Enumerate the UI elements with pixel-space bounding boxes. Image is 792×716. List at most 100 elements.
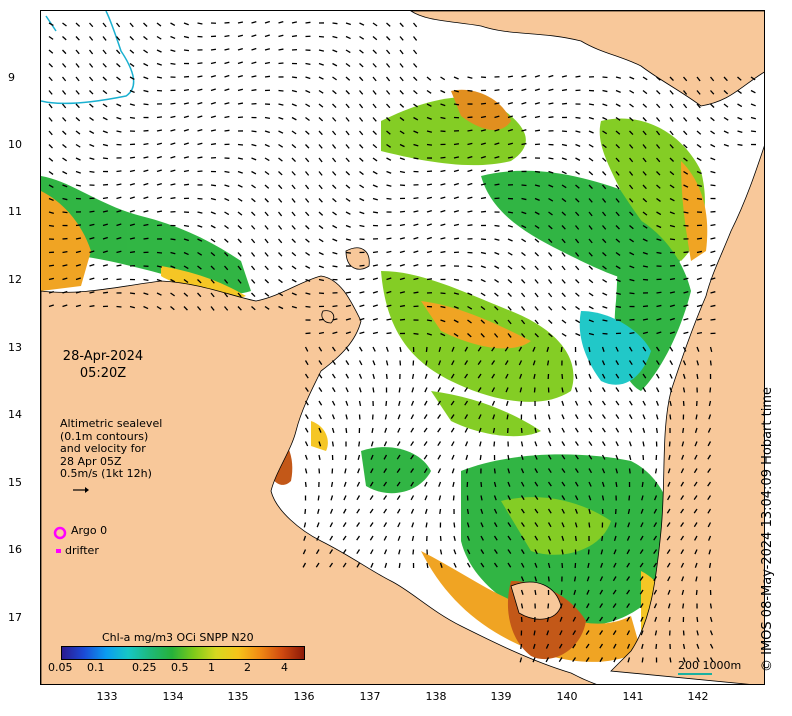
velocity-arrow (399, 223, 406, 227)
velocity-arrow (693, 481, 698, 487)
velocity-arrow (383, 454, 388, 460)
velocity-arrow (574, 225, 580, 230)
y-tick-15: 15 (8, 476, 22, 489)
velocity-arrow (89, 157, 95, 161)
velocity-arrow (329, 508, 334, 514)
velocity-arrow (628, 441, 632, 447)
velocity-arrow (102, 130, 108, 134)
velocity-arrow (237, 88, 244, 92)
velocity-arrow (291, 116, 297, 121)
velocity-arrow (453, 319, 459, 323)
velocity-arrow (505, 387, 509, 393)
velocity-arrow (156, 265, 163, 268)
velocity-arrow (358, 387, 362, 393)
velocity-arrow (396, 441, 401, 447)
velocity-arrow (534, 562, 538, 568)
velocity-arrow (359, 197, 365, 202)
velocity-arrow (628, 414, 633, 420)
velocity-arrow (615, 292, 621, 296)
altimetry-line: Altimetric sealevel (60, 417, 163, 430)
velocity-arrow (723, 130, 729, 134)
velocity-arrow (682, 643, 686, 650)
altimetry-line: (0.1m contours) (60, 429, 149, 443)
velocity-arrow (210, 143, 217, 146)
velocity-arrow (560, 603, 563, 609)
velocity-arrow (291, 305, 297, 309)
velocity-arrow (372, 318, 378, 321)
velocity-arrow (440, 103, 446, 107)
velocity-arrow (586, 589, 590, 595)
velocity-arrow (466, 562, 471, 568)
velocity-arrow (210, 224, 216, 229)
velocity-arrow (89, 130, 95, 135)
velocity-arrow (48, 35, 54, 40)
velocity-arrow (641, 643, 644, 649)
velocity-arrow (507, 319, 512, 325)
velocity-arrow (318, 346, 323, 352)
altimetry-line: 28 Apr 05Z (60, 454, 122, 468)
velocity-arrow (62, 36, 67, 41)
velocity-arrow (507, 265, 513, 270)
velocity-arrow (494, 278, 499, 283)
velocity-arrow (655, 360, 660, 366)
velocity-arrow (224, 211, 230, 216)
velocity-arrow (62, 157, 68, 162)
velocity-arrow (413, 264, 419, 267)
velocity-arrow (573, 589, 577, 595)
velocity-arrow (424, 400, 428, 406)
x-tick-142: 142 (687, 690, 709, 703)
velocity-arrow (397, 522, 401, 528)
velocity-arrow (329, 522, 334, 528)
velocity-arrow (507, 454, 510, 461)
velocity-arrow (440, 209, 446, 213)
velocity-arrow (143, 182, 149, 186)
velocity-arrow (708, 549, 712, 555)
velocity-arrow (453, 156, 460, 159)
velocity-arrow (343, 495, 347, 501)
velocity-arrow (291, 292, 297, 296)
velocity-arrow (318, 387, 323, 393)
velocity-arrow (694, 454, 698, 460)
velocity-arrow (480, 183, 487, 186)
velocity-arrow (89, 90, 94, 95)
velocity-arrow (331, 360, 336, 365)
velocity-arrow (494, 169, 500, 173)
velocity-arrow (505, 400, 509, 406)
velocity-arrow (507, 333, 512, 338)
velocity-arrow (547, 400, 551, 407)
velocity-arrow (304, 400, 309, 406)
velocity-arrow (357, 454, 361, 460)
velocity-arrow (520, 306, 526, 311)
velocity-arrow (668, 441, 671, 447)
velocity-arrow (520, 535, 525, 541)
velocity-arrow (224, 197, 230, 202)
velocity-arrow (695, 589, 698, 596)
velocity-arrow (656, 224, 662, 229)
velocity-arrow (534, 292, 539, 298)
velocity-arrow (696, 103, 701, 109)
velocity-arrow (601, 387, 606, 393)
velocity-arrow (491, 400, 496, 406)
velocity-arrow (707, 468, 712, 474)
velocity-arrow (359, 170, 364, 176)
shelf-contour (41, 11, 135, 105)
velocity-arrow (588, 373, 592, 379)
velocity-arrow (102, 157, 109, 160)
velocity-arrow (305, 89, 311, 94)
velocity-arrow (574, 441, 579, 447)
velocity-arrow (547, 535, 552, 541)
velocity-arrow (575, 319, 581, 324)
velocity-arrow (102, 196, 109, 200)
velocity-arrow (723, 90, 729, 95)
velocity-arrow (450, 373, 455, 379)
velocity-arrow (548, 157, 554, 160)
velocity-arrow (534, 549, 538, 555)
velocity-arrow (602, 225, 607, 230)
velocity-arrow (575, 170, 580, 175)
velocity-arrow (413, 130, 419, 134)
velocity-arrow (561, 102, 568, 105)
velocity-arrow (588, 305, 594, 310)
velocity-arrow (494, 142, 500, 146)
velocity-arrow (453, 278, 460, 281)
velocity-arrow (129, 103, 135, 107)
